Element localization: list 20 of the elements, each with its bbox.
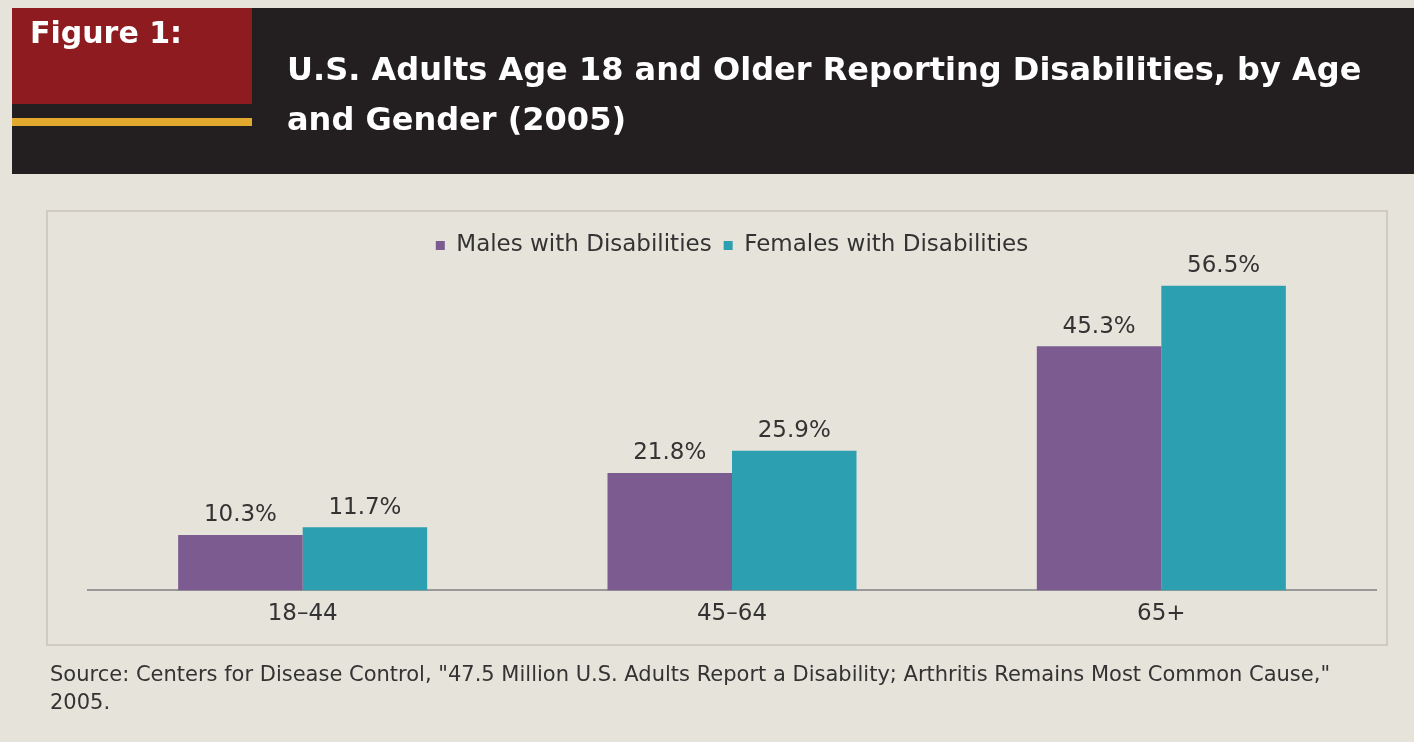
chart-title: U.S. Adults Age 18 and Older Reporting Disabilities, by Age and Gender (2005) [287,49,1363,140]
data-label: 11.7% [328,492,402,519]
source-note: Source: Centers for Disease Control, "47.5 Million U.S. Adults Report a Disability; Arthritis Remains Most Common Cause," 2005. [50,661,1332,716]
data-label: 21.8% [633,438,707,465]
bar [1036,346,1162,591]
data-label: 56.5% [1187,251,1261,278]
data-label: 10.3% [203,500,277,527]
legend-label: Females with Disabilities [744,230,1029,257]
bar [302,527,428,591]
bar [1161,285,1286,591]
bar [607,472,732,591]
legend-label: Males with Disabilities [456,230,712,257]
x-tick-label: 18–44 [267,599,338,626]
data-label: 25.9% [757,416,831,443]
bar [732,450,857,591]
data-label: 45.3% [1062,311,1136,338]
bar [178,534,303,591]
x-tick-label: 65+ [1137,599,1186,626]
x-tick-label: 45–64 [696,599,768,626]
caption: Figure 1: [12,8,252,104]
